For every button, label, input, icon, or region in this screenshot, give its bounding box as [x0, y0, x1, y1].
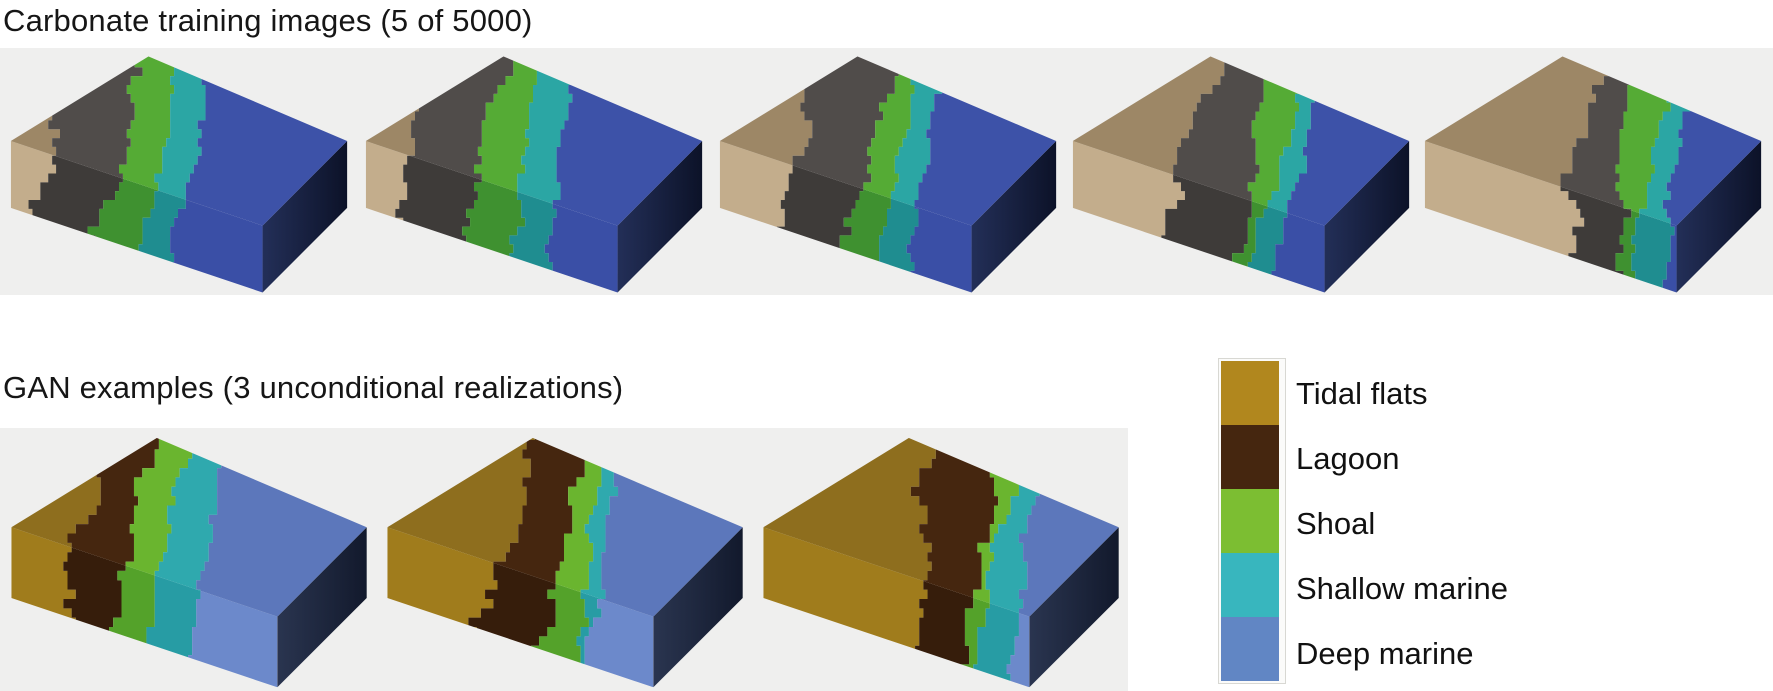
- gan-block-1-facies-band: [183, 527, 278, 688]
- gan-block-2: [387, 437, 743, 688]
- training-block-3-facies-band: [902, 141, 972, 293]
- gan-block-3-facies-band: [969, 437, 1044, 617]
- training-block-3-shadow-face: [971, 141, 1057, 293]
- training-block-2-facies-band: [454, 56, 549, 226]
- training-block-4-facies-band: [1220, 56, 1303, 226]
- training-block-2: [365, 56, 703, 293]
- legend-swatch-tidal-flats: [1221, 361, 1279, 425]
- gan-block-2-facies-band: [518, 437, 619, 617]
- gan-block-3-facies-band: [960, 527, 1030, 688]
- gan-block-1-shadow-face: [277, 527, 367, 688]
- training-block-1-facies-band: [134, 56, 222, 226]
- gan-block-2-facies-band: [568, 437, 631, 617]
- gan-block-3-facies-band: [902, 437, 999, 617]
- gan-block-2-facies-band: [580, 437, 743, 617]
- legend-color-bar: [1218, 358, 1286, 684]
- legend-label-deep-marine: Deep marine: [1296, 636, 1474, 671]
- training-block-3: [719, 56, 1057, 293]
- training-block-2-shadow-face: [617, 141, 703, 293]
- training-block-1: [10, 56, 348, 293]
- training-block-2-facies-band: [540, 56, 703, 226]
- gan-block-3-facies-band: [763, 527, 949, 688]
- legend-swatch-shoal: [1221, 489, 1279, 553]
- gan-block-1: [11, 437, 367, 688]
- legend-swatch-lagoon: [1221, 425, 1279, 489]
- legend-swatch-shallow-marine: [1221, 553, 1279, 617]
- training-block-4: [1072, 56, 1410, 293]
- training-block-3-facies-band: [769, 56, 899, 226]
- gan-block-1-facies-band: [133, 437, 226, 617]
- training-block-1-facies-band: [87, 56, 178, 226]
- gan-block-2-facies-band: [468, 437, 589, 617]
- gan-block-3-shadow-face: [1029, 527, 1119, 688]
- training-section-title: Carbonate training images (5 of 5000): [3, 3, 533, 38]
- legend-label-tidal-flats: Tidal flats: [1296, 376, 1428, 411]
- gan-block-1-facies-band: [100, 437, 201, 617]
- training-block-1-shadow-face: [262, 141, 348, 293]
- training-block-4-facies-band: [1243, 56, 1331, 226]
- training-block-3-facies-band: [902, 56, 1057, 226]
- gan-section-title: GAN examples (3 unconditional realizatio…: [3, 370, 624, 405]
- legend-swatch-deep-marine: [1221, 617, 1279, 681]
- gan-block-2-shadow-face: [653, 527, 743, 688]
- facies-legend: Tidal flats Lagoon Shoal Shallow marine Deep…: [1218, 358, 1638, 691]
- training-block-5: [1424, 56, 1762, 293]
- gan-block-3-facies-band: [960, 437, 1032, 617]
- training-block-5-facies-band: [1424, 141, 1616, 293]
- training-block-1-facies-band: [166, 141, 263, 293]
- training-block-1-facies-band: [166, 56, 348, 226]
- training-block-2-facies-band: [540, 141, 618, 293]
- training-images-panel: [0, 48, 1773, 295]
- legend-label-lagoon: Lagoon: [1296, 441, 1400, 476]
- training-block-3-facies-band: [719, 141, 840, 293]
- training-block-3-facies-band: [879, 56, 950, 226]
- training-block-3-facies-band: [835, 56, 931, 226]
- gan-block-2-facies-band: [580, 527, 654, 688]
- training-block-4-shadow-face: [1324, 141, 1410, 293]
- training-block-4-facies-band: [1153, 56, 1272, 226]
- training-block-4-facies-band: [1072, 141, 1229, 293]
- training-block-5-shadow-face: [1676, 141, 1762, 293]
- training-block-2-facies-band: [395, 56, 514, 226]
- training-block-5-facies-band: [1560, 56, 1659, 226]
- gan-block-1-facies-band: [183, 437, 367, 617]
- gan-examples-panel: [0, 428, 1128, 691]
- legend-label-shoal: Shoal: [1296, 506, 1376, 541]
- training-block-5-facies-band: [1611, 56, 1683, 226]
- legend-label-shallow-marine: Shallow marine: [1296, 571, 1508, 606]
- gan-block-3: [763, 437, 1119, 688]
- training-block-2-facies-band: [501, 56, 589, 226]
